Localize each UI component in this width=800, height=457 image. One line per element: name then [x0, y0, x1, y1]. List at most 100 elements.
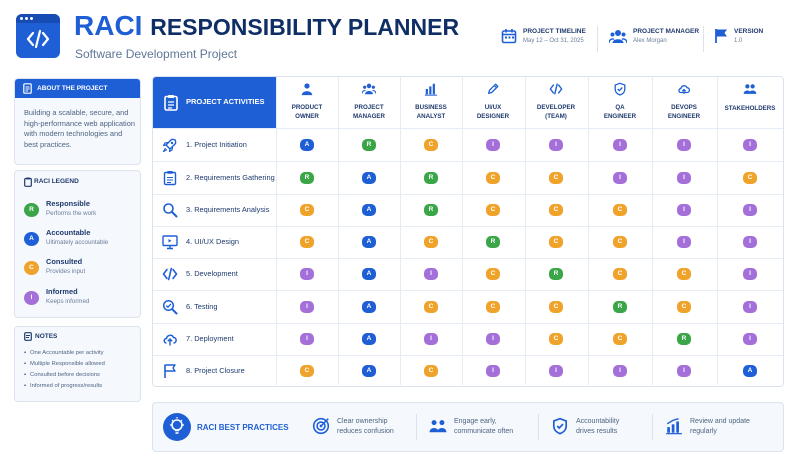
about-text: Building a scalable, secure, and high-pe…: [24, 108, 135, 150]
raci-cell[interactable]: C: [549, 301, 563, 313]
raci-cell[interactable]: I: [743, 301, 757, 313]
raci-cell[interactable]: C: [486, 301, 500, 313]
raci-cell[interactable]: C: [300, 365, 314, 377]
raci-cell[interactable]: I: [677, 236, 691, 248]
raci-cell[interactable]: I: [486, 333, 500, 345]
raci-cell[interactable]: C: [486, 268, 500, 280]
column-icon: [486, 82, 500, 101]
raci-cell[interactable]: C: [549, 236, 563, 248]
raci-cell[interactable]: C: [613, 333, 627, 345]
column-header-line2: (TEAM): [545, 112, 567, 120]
raci-cell[interactable]: A: [362, 333, 376, 345]
raci-cell[interactable]: I: [613, 365, 627, 377]
raci-cell[interactable]: R: [424, 204, 438, 216]
column-icon: [743, 82, 757, 101]
raci-cell[interactable]: C: [549, 172, 563, 184]
row-divider: [153, 323, 783, 324]
column-icon: [300, 82, 314, 101]
raci-cell[interactable]: C: [300, 236, 314, 248]
about-title: ABOUT THE PROJECT: [37, 85, 108, 92]
raci-cell[interactable]: A: [362, 365, 376, 377]
note-icon: [24, 332, 32, 341]
raci-cell[interactable]: I: [743, 333, 757, 345]
practice-line2: drives results: [576, 427, 618, 435]
raci-cell[interactable]: I: [677, 204, 691, 216]
raci-cell[interactable]: C: [424, 236, 438, 248]
practice-line2: reduces confusion: [337, 427, 394, 435]
practice-line1: Engage early,: [454, 418, 497, 425]
raci-cell[interactable]: A: [362, 172, 376, 184]
column-header-line2: ENGINEER: [603, 112, 637, 120]
raci-cell[interactable]: I: [549, 139, 563, 151]
raci-cell[interactable]: I: [743, 139, 757, 151]
raci-cell[interactable]: R: [549, 268, 563, 280]
raci-cell[interactable]: I: [743, 204, 757, 216]
practice-icon: [551, 417, 569, 440]
raci-cell[interactable]: C: [486, 204, 500, 216]
about-header: ABOUT THE PROJECT: [15, 79, 140, 98]
raci-cell[interactable]: R: [486, 236, 500, 248]
raci-cell[interactable]: C: [743, 172, 757, 184]
raci-cell[interactable]: I: [677, 172, 691, 184]
raci-cell[interactable]: C: [613, 236, 627, 248]
raci-cell[interactable]: I: [300, 333, 314, 345]
row-divider: [153, 194, 783, 195]
raci-cell[interactable]: I: [549, 365, 563, 377]
row-divider: [153, 290, 783, 291]
raci-cell[interactable]: C: [677, 301, 691, 313]
raci-cell[interactable]: I: [486, 139, 500, 151]
activities-title: PROJECT ACTIVITIES: [186, 97, 265, 106]
raci-cell[interactable]: I: [613, 172, 627, 184]
raci-cell[interactable]: R: [424, 172, 438, 184]
column-header: DEVELOPER (TEAM): [537, 104, 575, 121]
raci-cell[interactable]: C: [424, 139, 438, 151]
column-header-line1: UI/UX: [484, 104, 502, 111]
legend-title: RACI LEGEND: [34, 178, 79, 185]
raci-cell[interactable]: C: [549, 204, 563, 216]
monitor-icon: [162, 235, 178, 250]
raci-cell[interactable]: A: [362, 301, 376, 313]
raci-cell[interactable]: I: [424, 333, 438, 345]
raci-cell[interactable]: A: [362, 268, 376, 280]
legend-badge-informed: I: [24, 291, 39, 305]
legend-name: Consulted: [46, 257, 83, 266]
raci-cell[interactable]: R: [362, 139, 376, 151]
raci-cell[interactable]: C: [300, 204, 314, 216]
column-header-line1: DEVELOPER: [536, 104, 576, 111]
practice-divider: [652, 414, 653, 440]
raci-cell[interactable]: A: [300, 139, 314, 151]
raci-cell[interactable]: I: [613, 139, 627, 151]
raci-cell[interactable]: I: [743, 236, 757, 248]
legend-badge-responsible: R: [24, 203, 39, 217]
practice-text: Clear ownership reduces confusion: [337, 417, 394, 436]
raci-cell[interactable]: C: [424, 365, 438, 377]
row-icon: [162, 266, 178, 287]
raci-cell[interactable]: I: [300, 301, 314, 313]
raci-cell[interactable]: R: [300, 172, 314, 184]
version-label: VERSION: [734, 28, 764, 35]
raci-cell[interactable]: I: [743, 268, 757, 280]
raci-cell[interactable]: A: [743, 365, 757, 377]
column-header: BUSINESS ANALYST: [415, 104, 447, 121]
raci-cell[interactable]: C: [424, 301, 438, 313]
raci-cell[interactable]: I: [300, 268, 314, 280]
raci-cell[interactable]: C: [549, 333, 563, 345]
raci-cell[interactable]: R: [677, 333, 691, 345]
activities-header: PROJECT ACTIVITIES: [153, 77, 276, 128]
raci-cell[interactable]: A: [362, 204, 376, 216]
column-divider: [400, 77, 401, 385]
raci-cell[interactable]: I: [677, 365, 691, 377]
note-item: Informed of progress/results: [24, 383, 105, 389]
raci-cell[interactable]: A: [362, 236, 376, 248]
column-divider: [525, 77, 526, 385]
raci-cell[interactable]: I: [486, 365, 500, 377]
raci-cell[interactable]: I: [424, 268, 438, 280]
raci-cell[interactable]: C: [486, 172, 500, 184]
legend-description: Provides input: [46, 268, 86, 275]
raci-cell[interactable]: C: [677, 268, 691, 280]
raci-cell[interactable]: R: [613, 301, 627, 313]
raci-cell[interactable]: C: [613, 204, 627, 216]
note-item: Consulted before decisions: [24, 372, 105, 378]
raci-cell[interactable]: C: [613, 268, 627, 280]
raci-cell[interactable]: I: [677, 139, 691, 151]
